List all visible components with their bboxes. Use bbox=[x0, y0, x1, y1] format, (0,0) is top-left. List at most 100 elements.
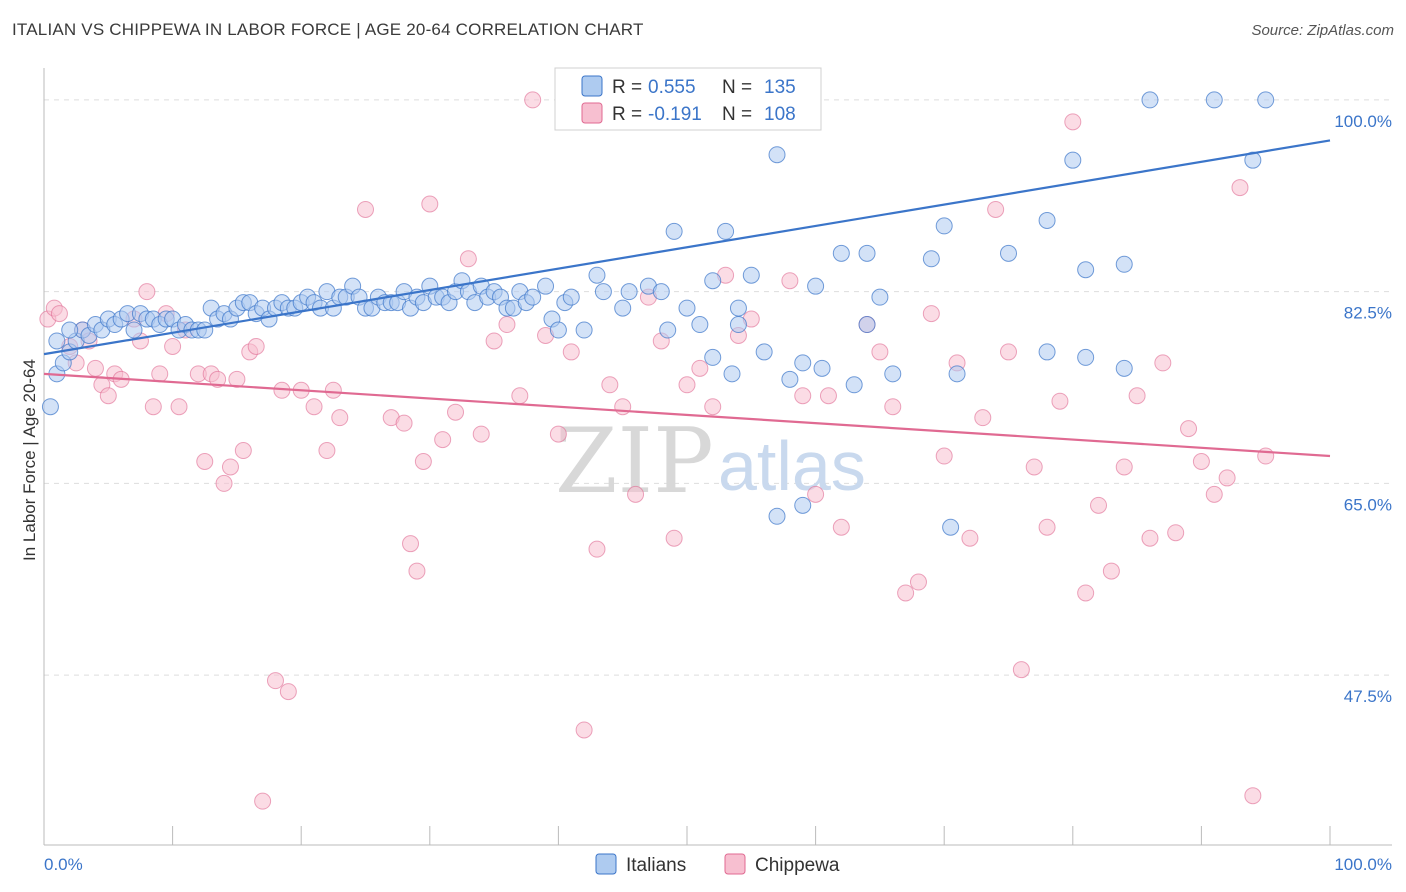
italians-point bbox=[1038, 343, 1056, 361]
chippewa-point bbox=[665, 529, 683, 547]
italians-trend-line bbox=[43, 139, 1331, 356]
italians-point bbox=[922, 250, 940, 268]
chippewa-point bbox=[1128, 387, 1146, 405]
chippewa-point bbox=[1025, 458, 1043, 476]
italians-point bbox=[717, 222, 735, 240]
chippewa-point bbox=[1180, 420, 1198, 438]
y-tick-label: 47.5% bbox=[1344, 687, 1392, 706]
chippewa-point bbox=[1102, 562, 1120, 580]
chippewa-point bbox=[421, 195, 439, 213]
grid-lines bbox=[44, 99, 1392, 676]
chippewa-bottom-swatch bbox=[724, 853, 746, 875]
chippewa-trend-line bbox=[43, 372, 1331, 458]
chippewa-point bbox=[588, 540, 606, 558]
chippewa-point bbox=[871, 343, 889, 361]
italians-point bbox=[1038, 211, 1056, 229]
italians-point bbox=[659, 321, 677, 339]
italians-point bbox=[832, 244, 850, 262]
italians-point bbox=[524, 288, 542, 306]
italians-point bbox=[594, 283, 612, 301]
chippewa-point bbox=[961, 529, 979, 547]
italians-point bbox=[614, 299, 632, 317]
italians-point bbox=[794, 354, 812, 372]
chippewa-point bbox=[395, 414, 413, 432]
italians-point bbox=[125, 321, 143, 339]
italians-point bbox=[1257, 91, 1275, 109]
watermark-atlas: atlas bbox=[718, 427, 866, 505]
italians-legend-label: Italians bbox=[626, 855, 686, 876]
chippewa-r-value: -0.191 bbox=[648, 104, 702, 125]
chippewa-point bbox=[1205, 485, 1223, 503]
chippewa-point bbox=[459, 250, 477, 268]
chippewa-point bbox=[266, 672, 284, 690]
chippewa-point bbox=[1192, 453, 1210, 470]
y-tick-label: 82.5% bbox=[1344, 304, 1392, 323]
italians-legend-swatch bbox=[581, 75, 603, 97]
italians-point bbox=[1000, 244, 1017, 262]
italians-n-value: 135 bbox=[764, 77, 796, 98]
italians-point bbox=[742, 266, 760, 284]
chippewa-point bbox=[247, 337, 265, 355]
watermark: ZIP atlas bbox=[555, 409, 866, 514]
italians-point bbox=[845, 376, 863, 394]
chippewa-point bbox=[331, 409, 349, 427]
chippewa-point bbox=[434, 431, 452, 449]
chippewa-point bbox=[922, 305, 940, 323]
italians-point bbox=[884, 365, 902, 383]
chippewa-point bbox=[138, 283, 156, 301]
italians-point bbox=[1077, 261, 1095, 279]
chippewa-point bbox=[234, 442, 252, 460]
italians-point bbox=[1077, 348, 1095, 366]
chippewa-point bbox=[511, 387, 529, 405]
chippewa-point bbox=[1115, 458, 1133, 476]
italians-point bbox=[813, 359, 831, 377]
chippewa-point bbox=[678, 376, 696, 394]
chippewa-point bbox=[164, 337, 182, 355]
italians-point bbox=[61, 321, 79, 339]
chippewa-point bbox=[99, 387, 117, 405]
italians-point bbox=[858, 244, 876, 262]
chippewa-point bbox=[408, 562, 426, 580]
x-tick-label: 100.0% bbox=[1334, 855, 1392, 874]
italians-point bbox=[871, 288, 889, 306]
chippewa-point bbox=[151, 365, 169, 383]
y-tick-label: 100.0% bbox=[1334, 112, 1392, 131]
chippewa-point bbox=[987, 200, 1005, 218]
chippewa-point bbox=[1012, 661, 1030, 679]
chippewa-point bbox=[86, 359, 104, 377]
italians-point bbox=[588, 266, 606, 284]
italians-point bbox=[537, 277, 555, 295]
chippewa-point bbox=[1090, 496, 1108, 514]
italians-point bbox=[729, 299, 747, 317]
y-tick-labels: 47.5% 65.0% 82.5% 100.0% bbox=[1334, 112, 1392, 706]
chippewa-point bbox=[402, 535, 420, 553]
chippewa-r-label: R = bbox=[612, 104, 642, 125]
trend-lines bbox=[43, 139, 1331, 458]
series-legend: Italians Chippewa bbox=[595, 853, 840, 876]
italians-point bbox=[620, 283, 638, 301]
italians-point bbox=[48, 332, 66, 350]
chippewa-point bbox=[279, 683, 297, 701]
italians-point bbox=[935, 217, 953, 235]
chippewa-point bbox=[357, 200, 374, 218]
chippewa-point bbox=[1257, 447, 1275, 465]
italians-point bbox=[942, 518, 960, 536]
y-axis-label: In Labor Force | Age 20-64 bbox=[20, 359, 39, 561]
chippewa-legend-label: Chippewa bbox=[755, 855, 840, 876]
chippewa-point bbox=[170, 398, 188, 416]
chippewa-point bbox=[318, 442, 336, 460]
italians-point bbox=[196, 321, 214, 339]
chippewa-point bbox=[781, 272, 799, 290]
chippewa-point bbox=[601, 376, 619, 394]
chippewa-point bbox=[691, 359, 709, 377]
chippewa-point bbox=[614, 398, 632, 416]
chippewa-point bbox=[974, 409, 992, 427]
italians-point bbox=[704, 348, 722, 366]
chippewa-point bbox=[819, 387, 837, 405]
italians-point bbox=[755, 343, 773, 361]
italians-bottom-swatch bbox=[595, 853, 617, 875]
chippewa-point bbox=[50, 305, 68, 323]
italians-point bbox=[768, 146, 786, 164]
chippewa-points bbox=[39, 91, 1275, 810]
